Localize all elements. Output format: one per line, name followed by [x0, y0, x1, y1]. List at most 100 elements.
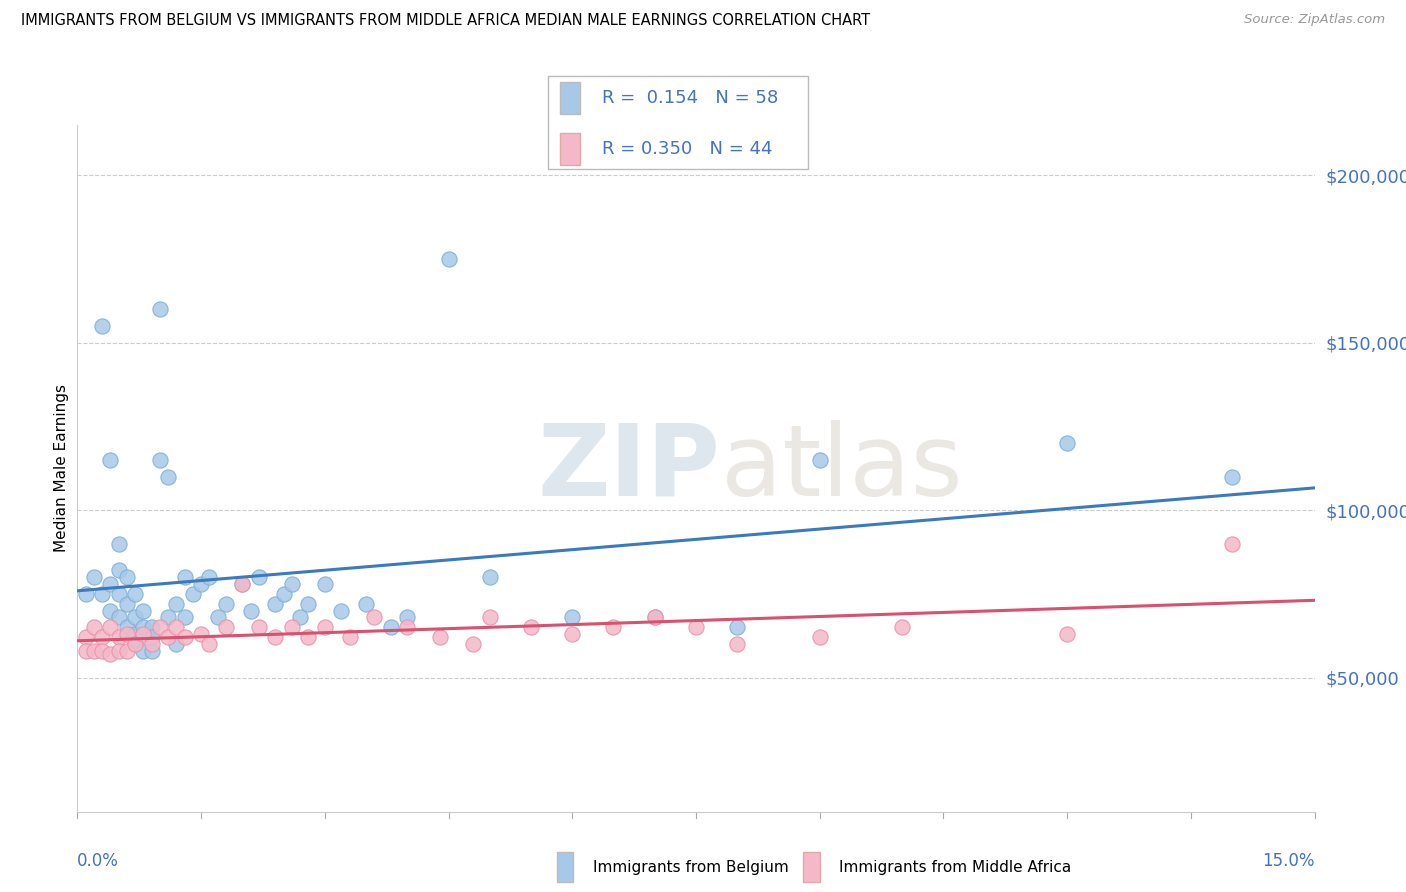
Point	[98, 647, 121, 661]
Text: R = 0.350   N = 44: R = 0.350 N = 44	[602, 140, 772, 158]
Point	[91, 318, 114, 333]
Point	[165, 620, 187, 634]
Point	[115, 627, 138, 641]
Point	[141, 637, 163, 651]
Point	[247, 570, 270, 584]
Point	[124, 587, 146, 601]
Point	[297, 597, 319, 611]
Text: R =  0.154   N = 58: R = 0.154 N = 58	[602, 89, 778, 107]
Point	[725, 620, 748, 634]
Text: 15.0%: 15.0%	[1263, 852, 1315, 870]
Point	[190, 627, 212, 641]
Point	[173, 570, 195, 584]
Point	[231, 577, 253, 591]
Point	[107, 537, 129, 551]
Point	[132, 627, 155, 641]
Point	[107, 644, 129, 658]
Point	[190, 577, 212, 591]
Point	[75, 644, 97, 658]
Point	[149, 620, 172, 634]
Point	[363, 610, 385, 624]
Point	[602, 620, 624, 634]
Point	[75, 587, 97, 601]
Point	[288, 610, 311, 624]
Point	[83, 570, 105, 584]
Point	[91, 587, 114, 601]
Point	[314, 620, 336, 634]
Point	[264, 631, 287, 645]
Point	[157, 631, 180, 645]
Point	[273, 587, 295, 601]
Text: Source: ZipAtlas.com: Source: ZipAtlas.com	[1244, 13, 1385, 27]
Point	[75, 631, 97, 645]
Point	[725, 637, 748, 651]
Point	[181, 587, 204, 601]
Point	[281, 620, 304, 634]
Point	[396, 610, 419, 624]
Point	[198, 637, 221, 651]
Point	[314, 577, 336, 591]
Point	[478, 610, 501, 624]
Point	[165, 597, 187, 611]
Point	[107, 587, 129, 601]
Point	[157, 469, 180, 483]
Point	[107, 631, 129, 645]
Point	[1220, 469, 1243, 483]
Point	[644, 610, 666, 624]
Point	[115, 620, 138, 634]
Point	[98, 620, 121, 634]
Point	[98, 453, 121, 467]
Text: IMMIGRANTS FROM BELGIUM VS IMMIGRANTS FROM MIDDLE AFRICA MEDIAN MALE EARNINGS CO: IMMIGRANTS FROM BELGIUM VS IMMIGRANTS FR…	[21, 13, 870, 29]
Point	[173, 610, 195, 624]
Point	[264, 597, 287, 611]
Point	[115, 644, 138, 658]
Point	[198, 570, 221, 584]
Point	[149, 302, 172, 317]
Point	[165, 637, 187, 651]
Y-axis label: Median Male Earnings: Median Male Earnings	[53, 384, 69, 552]
Point	[561, 610, 583, 624]
Point	[115, 570, 138, 584]
Point	[157, 610, 180, 624]
Point	[808, 453, 831, 467]
Point	[339, 631, 361, 645]
Point	[330, 604, 353, 618]
Point	[808, 631, 831, 645]
Point	[132, 620, 155, 634]
Point	[215, 597, 238, 611]
Point	[149, 453, 172, 467]
Point	[297, 631, 319, 645]
Point	[91, 631, 114, 645]
Point	[396, 620, 419, 634]
Point	[124, 637, 146, 651]
Point	[1056, 436, 1078, 450]
Point	[478, 570, 501, 584]
Point	[124, 610, 146, 624]
Text: 0.0%: 0.0%	[77, 852, 120, 870]
Point	[463, 637, 485, 651]
Point	[132, 604, 155, 618]
Point	[231, 577, 253, 591]
Point	[437, 252, 460, 266]
Point	[107, 564, 129, 578]
Point	[685, 620, 707, 634]
Point	[107, 610, 129, 624]
Point	[380, 620, 402, 634]
Point	[141, 620, 163, 634]
Point	[429, 631, 451, 645]
Point	[247, 620, 270, 634]
Point	[98, 577, 121, 591]
Point	[1056, 627, 1078, 641]
Point	[124, 627, 146, 641]
Point	[141, 644, 163, 658]
Point	[1220, 537, 1243, 551]
Point	[891, 620, 914, 634]
Point	[561, 627, 583, 641]
Point	[83, 620, 105, 634]
Point	[215, 620, 238, 634]
Point	[520, 620, 543, 634]
Point	[239, 604, 262, 618]
Point	[207, 610, 229, 624]
Point	[91, 644, 114, 658]
Point	[83, 644, 105, 658]
